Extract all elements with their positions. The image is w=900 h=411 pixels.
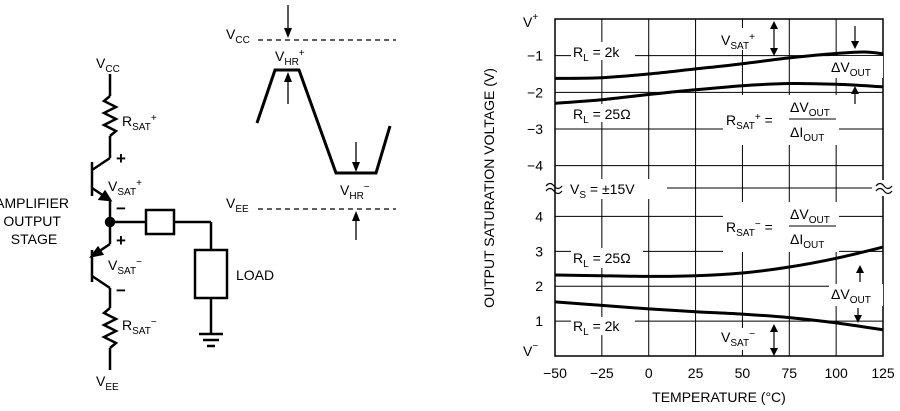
series-line-lower-3 (554, 300, 884, 332)
minus-sign-bottom: − (116, 281, 126, 300)
x-tick-label: 50 (735, 365, 751, 381)
rl-2k-upper-label: RL = 2k (573, 44, 620, 64)
load-box (193, 248, 229, 300)
rl2k-upper-bg (571, 42, 635, 60)
x-tick-label: 0 (645, 365, 653, 381)
rsat-minus-label: RSAT− (122, 317, 157, 337)
annotation-arrows (770, 21, 864, 356)
waveform-diagram (255, 5, 396, 240)
vhr-plus-arrow-bottom-head (284, 72, 292, 82)
rsat-plus-label: RSAT+ (122, 113, 157, 133)
rl25-lower-bg (571, 248, 643, 268)
stage-label: AMPLIFIER OUTPUT STAGE (0, 195, 73, 247)
y-tick-label-upper: V+ (523, 12, 538, 30)
vhr-minus-arrow-top-head (352, 162, 360, 172)
chart: −50 −25 0 25 50 75 100 125 V+ −1 −2 −3 −4 4 3 2 1 V− RL =… (481, 12, 895, 405)
vee-label: VEE (96, 373, 119, 393)
dvout-lower-arrow-top-head (856, 265, 864, 273)
y-tick-label-lower: 3 (535, 243, 543, 259)
circuit-diagram: VCC (89, 55, 229, 370)
axis-break-right (875, 182, 893, 195)
dvout-lower-bg (829, 284, 883, 306)
vs-bg (568, 179, 662, 199)
x-tick-label: −50 (543, 365, 567, 381)
output-waveform (255, 68, 392, 175)
dvout-upper-arrow-top-head (851, 41, 859, 49)
vsat-plus-arrow-up (770, 21, 778, 29)
series-line-upper-1 (554, 81, 884, 105)
rsat-plus-resistor (101, 95, 119, 137)
x-tick-label: −25 (590, 365, 614, 381)
q2-emitter-arrow (89, 245, 105, 258)
rsat-minus-eq-bg (723, 202, 839, 252)
output-resistor-box (144, 208, 176, 236)
vsat-minus-arrow-up (770, 324, 778, 332)
x-tick-label: 100 (824, 365, 848, 381)
plus-sign-top: + (116, 149, 126, 168)
chart-series (554, 50, 884, 332)
waveform-vcc-label: VCC (226, 26, 250, 46)
rsat-minus-resistor (101, 307, 119, 349)
y-tick-label-lower: 4 (535, 208, 543, 224)
plus-sign-bottom: + (116, 231, 126, 250)
series-line-lower-2 (554, 245, 884, 278)
x-tick-label: 125 (871, 365, 895, 381)
vsat-plus-arrow-down (770, 48, 778, 56)
y-tick-label-lower: 1 (535, 313, 543, 329)
vhr-plus-arrow-top-head (284, 28, 292, 38)
rl25-upper-bg (571, 104, 643, 122)
vsat-minus-bg (717, 328, 771, 350)
dvout-upper-bg (829, 56, 883, 78)
rl2k-lower-bg (571, 317, 635, 335)
rsat-plus-eq-bg (723, 95, 839, 145)
x-tick-label: 25 (688, 365, 704, 381)
q1-emitter-arrow (97, 189, 113, 202)
x-tick-label: 75 (781, 365, 797, 381)
waveform-vee-label: VEE (226, 195, 249, 215)
vhr-minus-arrow-bottom-head (352, 211, 360, 221)
x-axis-title: TEMPERATURE (°C) (652, 389, 786, 405)
y-tick-label-upper: −2 (527, 84, 543, 100)
dvout-upper-arrow-bottom-head (851, 86, 859, 94)
vsat-plus-bg (717, 28, 771, 50)
circuit-labels: RSAT+ + VSAT+ − + VSAT− − RSAT− VEE AMPL… (0, 113, 274, 393)
vs-label: VS = ±15V (570, 181, 635, 201)
minus-sign-top: − (116, 199, 126, 218)
axis-break-bg-right (872, 180, 886, 196)
series-line-upper-0 (554, 50, 884, 80)
axis-break-left (545, 182, 563, 195)
q2-collector (91, 274, 111, 290)
vsat-minus-arrow-down (770, 348, 778, 356)
y-tick-label-lower: 2 (535, 278, 543, 294)
vhr-plus-label: VHR+ (275, 48, 305, 68)
vhr-minus-label: VHR− (340, 182, 370, 202)
y-axis-title: OUTPUT SATURATION VOLTAGE (V) (481, 68, 497, 308)
load-label: LOAD (236, 267, 274, 283)
y-tick-label-upper: −1 (527, 48, 543, 64)
y-tick-label-lower: V− (523, 341, 538, 359)
chart-ticks: −50 −25 0 25 50 75 100 125 V+ −1 −2 −3 −4 4 3 2 1 V− (523, 12, 895, 381)
vcc-label: VCC (96, 55, 120, 75)
vsat-minus-label: VSAT− (108, 257, 142, 277)
y-tick-label-upper: −3 (527, 121, 543, 137)
y-tick-label-upper: −4 (527, 158, 543, 174)
waveform-labels: VCC VEE VHR+ VHR− (226, 26, 370, 215)
q1-collector (91, 156, 111, 172)
dvout-lower-arrow-bottom-head (854, 315, 862, 323)
vsat-plus-label: VSAT+ (108, 178, 142, 198)
